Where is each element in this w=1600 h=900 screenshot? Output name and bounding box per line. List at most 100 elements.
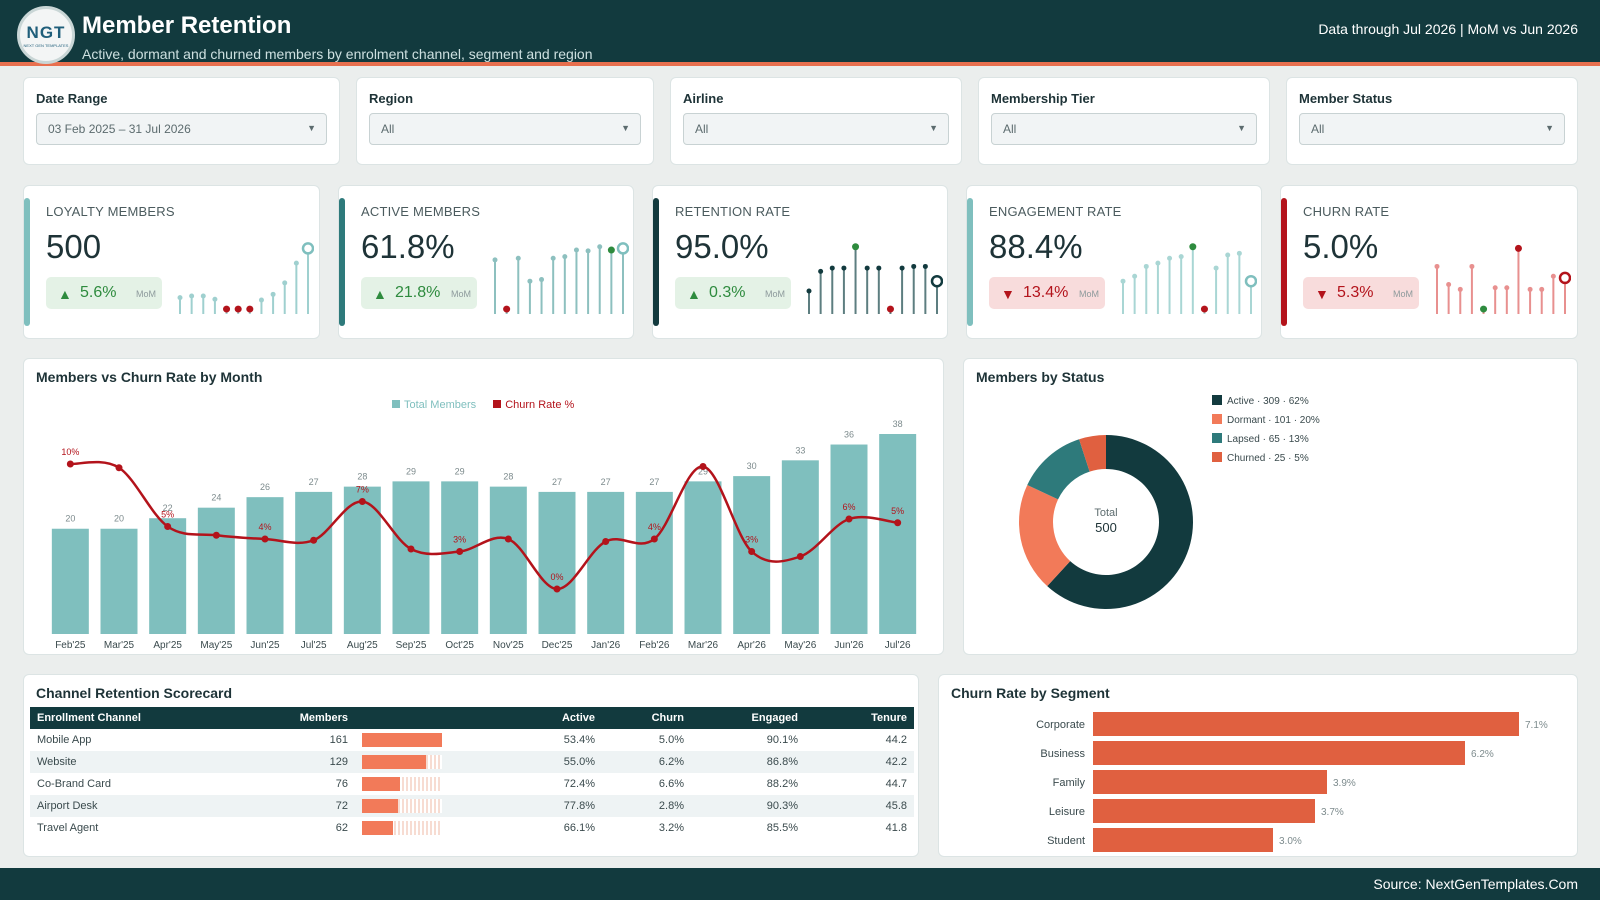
table-row[interactable]: Website 129 55.0% 6.2% 86.8% 42.2 xyxy=(30,751,914,773)
region-select[interactable]: All ▼ xyxy=(369,113,641,145)
sparkline-point xyxy=(1446,281,1452,287)
bar-total-members xyxy=(51,528,89,634)
select-value: All xyxy=(695,122,709,136)
segment-bar xyxy=(1093,712,1519,736)
donut-slice-dormant xyxy=(1019,484,1071,587)
legend-item-lapsed[interactable]: Lapsed · 65 · 13% xyxy=(1212,433,1320,452)
bar-value-label: 29 xyxy=(455,466,465,476)
segment-value-label: 6.2% xyxy=(1471,749,1494,760)
cell-channel: Airport Desk xyxy=(30,795,230,817)
cell-channel: Co-Brand Card xyxy=(37,778,111,790)
kpi-value: 61.8% xyxy=(361,228,455,265)
members-bar-track xyxy=(362,799,442,813)
segment-bar xyxy=(1093,799,1315,823)
column-header-churn[interactable]: Churn xyxy=(602,707,691,729)
x-tick-label: Oct'25 xyxy=(445,640,474,651)
date-range-select[interactable]: 03 Feb 2025 – 31 Jul 2026 ▼ xyxy=(36,113,327,145)
sparkline-point xyxy=(562,254,568,260)
filter-label: Membership Tier xyxy=(991,91,1095,106)
x-tick-label: Feb'26 xyxy=(639,640,670,651)
churn-rate-point xyxy=(115,464,123,472)
kpi-mom-label: MoM xyxy=(765,289,785,299)
bar-value-label: 28 xyxy=(357,472,367,482)
header-bar: NGT NEXT GEN TEMPLATES Member Retention … xyxy=(0,0,1600,66)
legend-item-active[interactable]: Active · 309 · 62% xyxy=(1212,395,1320,414)
churn-by-segment-panel: Churn Rate by Segment Corporate 7.1% Busin… xyxy=(938,674,1578,857)
table-header-row: Enrollment Channel Members Active Churn … xyxy=(30,707,914,729)
table-row[interactable]: Co-Brand Card 76 72.4% 6.6% 88.2% 44.7 xyxy=(30,773,914,795)
donut-legend: Active · 309 · 62% Dormant · 101 · 20% Lap… xyxy=(1212,395,1320,471)
cell-churn: 6.2% xyxy=(602,751,691,773)
filter-label: Member Status xyxy=(1299,91,1393,106)
bar-total-members xyxy=(246,497,284,634)
churn-rate-point xyxy=(310,536,318,544)
sparkline-point xyxy=(1225,252,1231,258)
sparkline-point xyxy=(1492,285,1498,291)
kpi-accent-bar xyxy=(24,198,30,326)
members-by-status-panel: Members by Status Total 500 Active · 309 … xyxy=(963,358,1578,655)
bar-value-label: 36 xyxy=(844,430,854,440)
page-subtitle: Active, dormant and churned members by e… xyxy=(82,46,593,62)
column-header-active[interactable]: Active xyxy=(465,707,602,729)
triangle-up-icon: ▲ xyxy=(58,286,72,302)
legend-swatch xyxy=(1212,395,1222,405)
column-header-channel[interactable]: Enrollment Channel xyxy=(30,707,230,729)
churn-rate-point xyxy=(456,548,464,555)
column-header-engaged[interactable]: Engaged xyxy=(691,707,805,729)
bar-value-label: 22 xyxy=(163,503,173,513)
churn-rate-point xyxy=(894,519,902,527)
chevron-down-icon: ▼ xyxy=(1545,123,1554,133)
triangle-up-icon: ▲ xyxy=(687,286,701,302)
airline-select[interactable]: All ▼ xyxy=(683,113,949,145)
kpi-value: 95.0% xyxy=(675,228,769,265)
kpi-accent-bar xyxy=(1281,198,1287,326)
legend-item-bars[interactable]: Total Members xyxy=(392,399,476,411)
kpi-delta-value: 21.8% xyxy=(395,284,441,301)
bar-value-label: 38 xyxy=(893,419,903,429)
x-tick-label: Jun'26 xyxy=(834,640,864,651)
donut-slice-churned xyxy=(1079,435,1106,472)
cell-channel: Website xyxy=(30,751,230,773)
segment-bar xyxy=(1093,828,1273,852)
donut-center-label: Total xyxy=(1094,507,1117,519)
sparkline-marker-low xyxy=(246,305,254,313)
bar-value-label: 33 xyxy=(795,445,805,455)
legend-item-line[interactable]: Churn Rate % xyxy=(493,399,574,411)
table-row[interactable]: Mobile App 161 53.4% 5.0% 90.1% 44.2 xyxy=(30,729,914,751)
members-bar-fill xyxy=(362,777,400,791)
filter-label: Date Range xyxy=(36,91,108,106)
sparkline-point xyxy=(1132,273,1138,279)
sparkline-marker-current xyxy=(930,274,943,288)
legend-item-dormant[interactable]: Dormant · 101 · 20% xyxy=(1212,414,1320,433)
bar-total-members xyxy=(830,444,868,634)
membership-tier-select[interactable]: All ▼ xyxy=(991,113,1257,145)
table-row[interactable]: Airport Desk 72 77.8% 2.8% 90.3% 45.8 xyxy=(30,795,914,817)
churn-rate-label: 10% xyxy=(61,447,79,457)
members-bar-track xyxy=(362,821,442,835)
kpi-delta-value: 5.3% xyxy=(1337,284,1374,301)
sparkline-marker-high xyxy=(1514,244,1522,252)
sparkline-point xyxy=(1178,254,1184,260)
bar-total-members xyxy=(149,518,187,634)
kpi-value: 500 xyxy=(46,228,102,265)
column-header-members[interactable]: Members xyxy=(230,707,355,729)
scorecard-table: Enrollment Channel Members Active Churn … xyxy=(30,707,914,839)
x-tick-label: Aug'25 xyxy=(347,640,378,651)
members-bar-track xyxy=(362,777,442,791)
cell-churn: 6.6% xyxy=(658,778,684,790)
bar-total-members xyxy=(295,491,333,634)
sparkline-point xyxy=(1504,285,1510,291)
member-status-select[interactable]: All ▼ xyxy=(1299,113,1565,145)
sparkline-point xyxy=(1167,255,1173,261)
legend-item-churned[interactable]: Churned · 25 · 5% xyxy=(1212,452,1320,471)
table-row[interactable]: Travel Agent 62 66.1% 3.2% 85.5% 41.8 xyxy=(30,817,914,839)
sparkline-marker-low xyxy=(223,305,231,313)
cell-churn: 3.2% xyxy=(658,822,684,834)
sparkline-point xyxy=(829,265,835,271)
column-header-tenure[interactable]: Tenure xyxy=(805,707,914,729)
kpi-mom-label: MoM xyxy=(136,289,156,299)
cell-engaged: 88.2% xyxy=(766,778,798,790)
cell-engaged: 90.1% xyxy=(766,734,798,746)
segment-label: Leisure xyxy=(1049,806,1085,818)
